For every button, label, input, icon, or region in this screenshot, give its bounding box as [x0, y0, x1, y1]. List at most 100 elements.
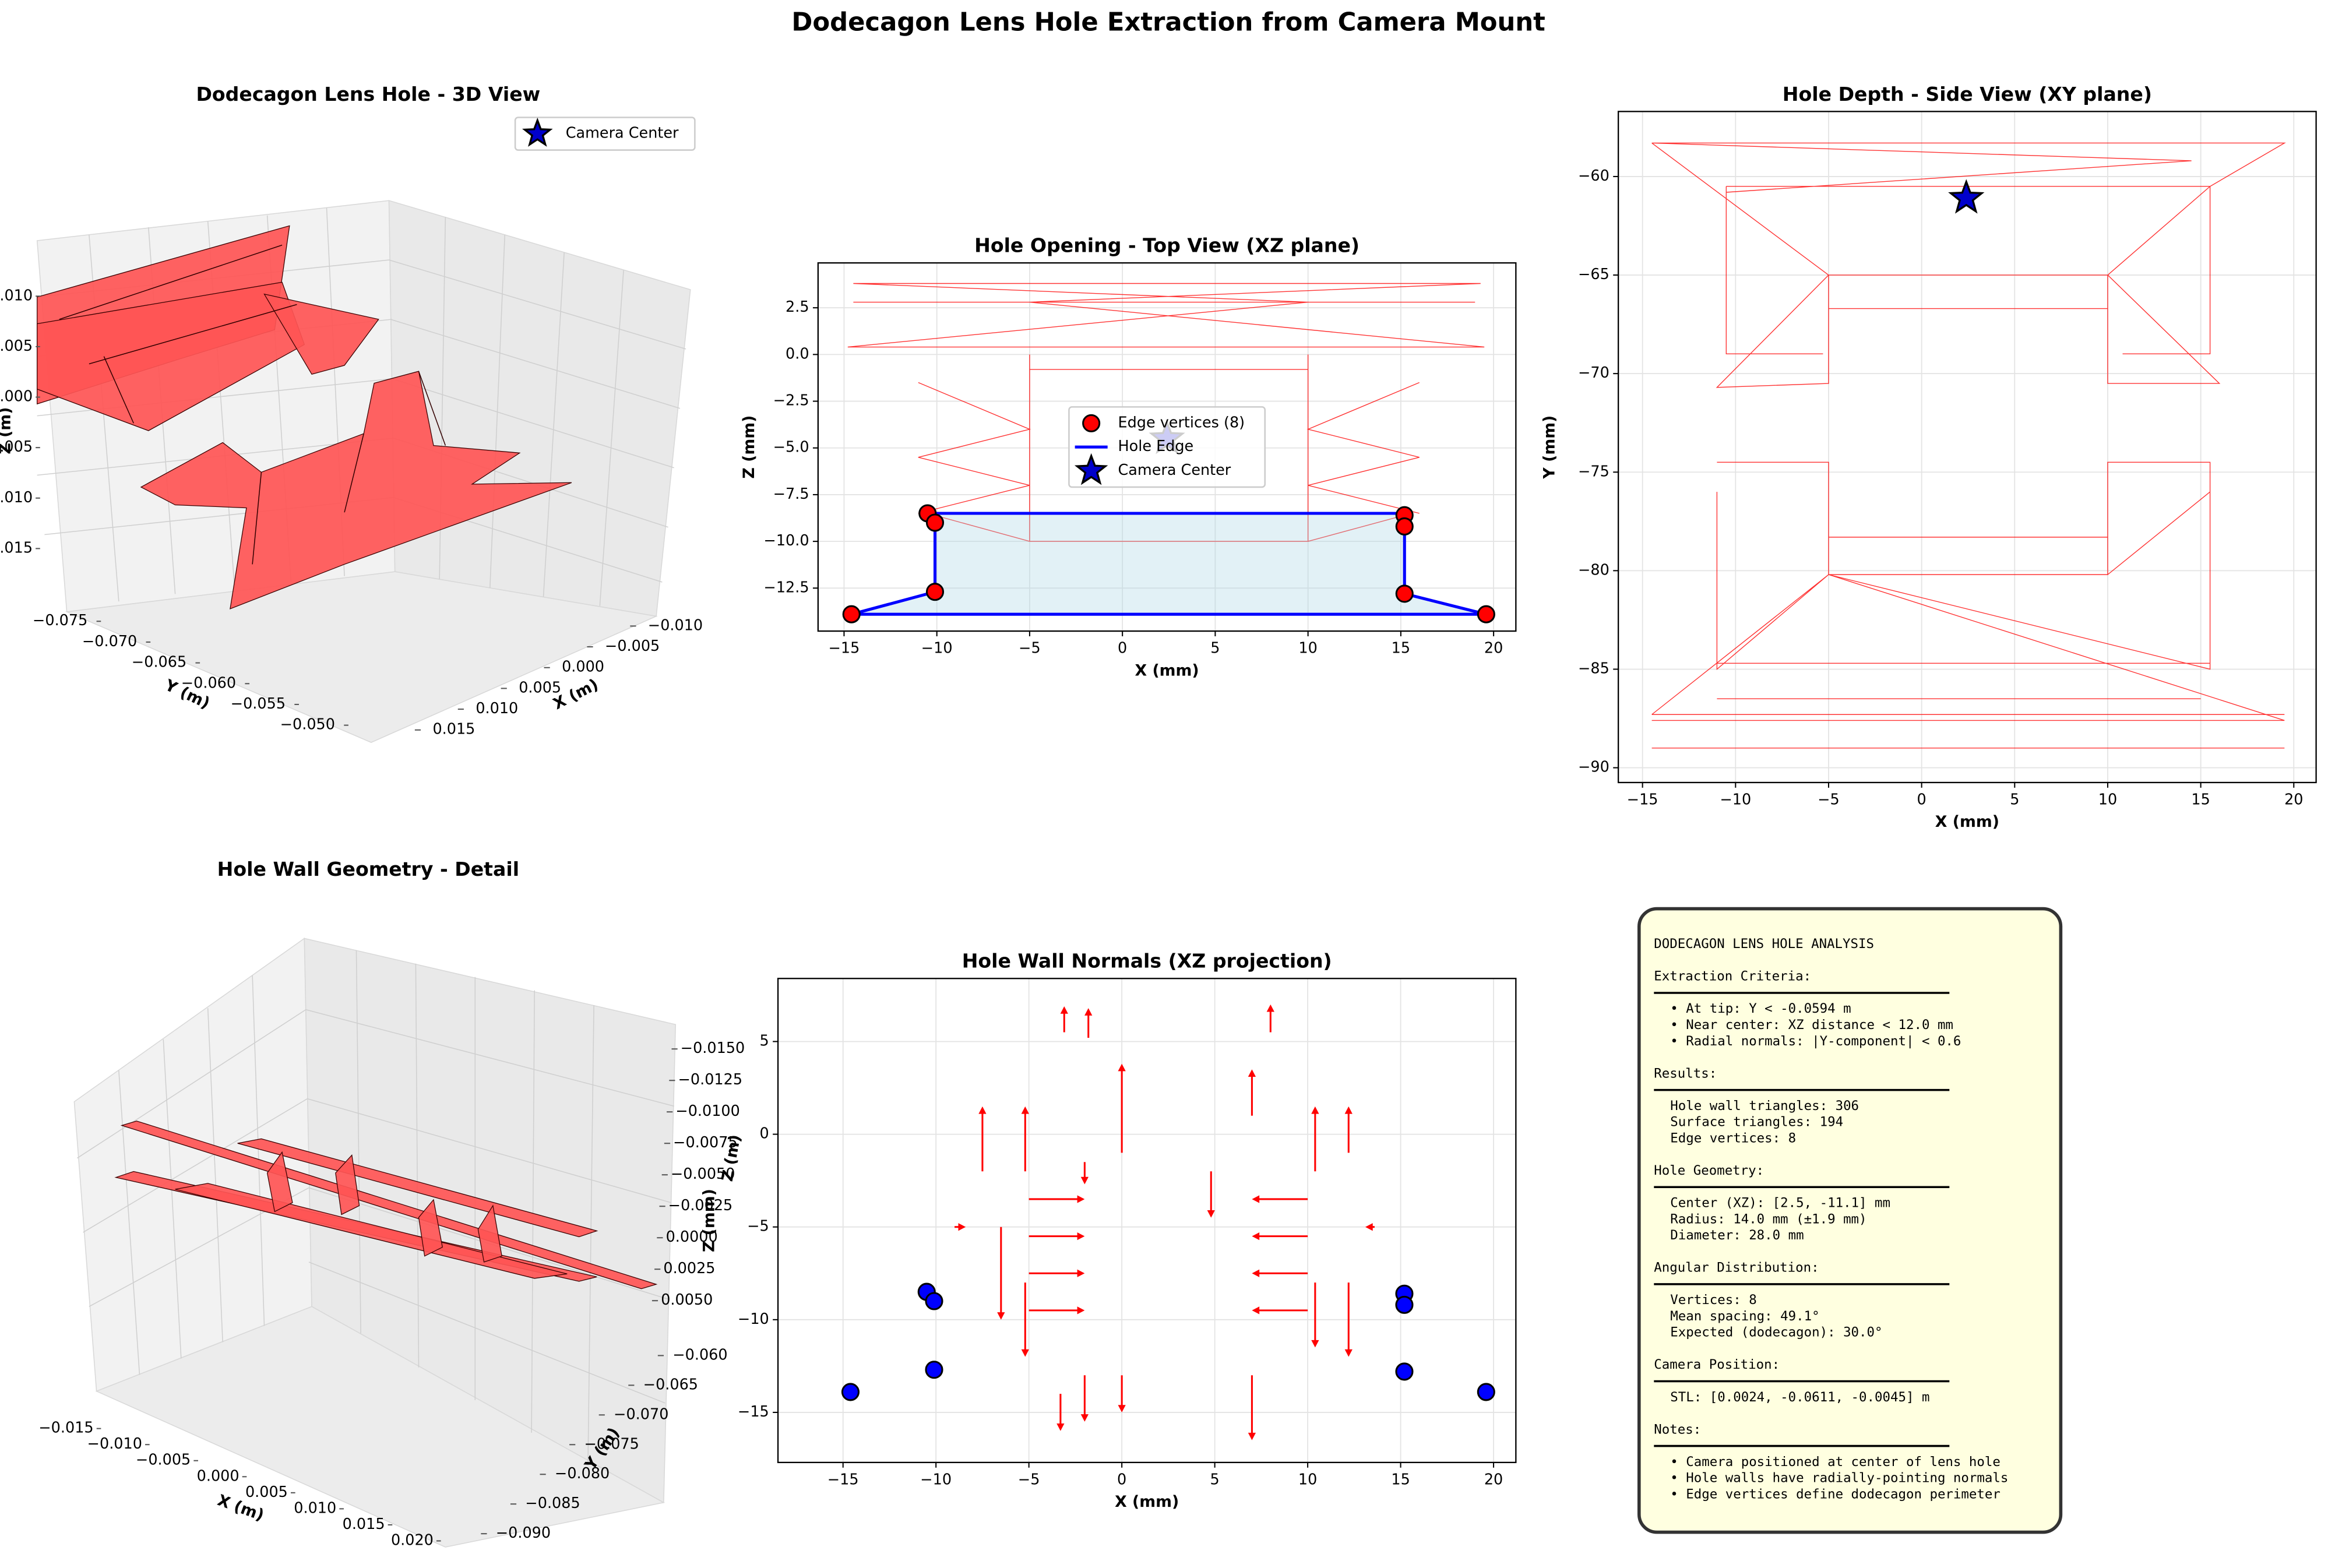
- section-heading: Extraction Criteria:: [1654, 969, 1811, 984]
- section-line: Diameter: 28.0 mm: [1670, 1228, 1804, 1243]
- x-tick-label: −15: [1627, 791, 1658, 809]
- mesh-face: [140, 371, 572, 609]
- arrow-head: [1344, 1106, 1353, 1114]
- mesh-face: [335, 1154, 360, 1215]
- point: [1395, 584, 1414, 603]
- arrow: [1080, 1162, 1089, 1185]
- plot-frame: [777, 978, 1517, 1464]
- legend-label: Camera Center: [1118, 461, 1231, 479]
- tick-label: −0.075: [33, 612, 87, 629]
- tick-label: −0.090: [496, 1524, 551, 1542]
- arrow: [1248, 1375, 1256, 1440]
- arrow: [1266, 1004, 1274, 1033]
- axes-title: Dodecagon Lens Hole - 3D View: [196, 83, 540, 105]
- plot-area: [1618, 111, 2316, 783]
- mesh-face: [37, 281, 305, 431]
- y-tick-label: −5: [747, 1218, 769, 1235]
- tick-label: −0.015: [0, 539, 33, 556]
- arrow: [1029, 1195, 1085, 1203]
- mesh-wire: [847, 283, 1485, 542]
- arrow: [1248, 1069, 1256, 1116]
- y-tick-label: −75: [1578, 463, 1609, 480]
- y-tick-label: −80: [1578, 561, 1609, 579]
- tick-label: −0.060: [672, 1346, 727, 1363]
- tick-label: 0.000: [197, 1467, 240, 1485]
- y-tick-label: −5.0: [773, 439, 809, 456]
- section-heading: Camera Position:: [1654, 1357, 1780, 1372]
- arrow-head: [1077, 1195, 1085, 1203]
- mesh-face: [237, 1138, 598, 1238]
- arrow-head: [1252, 1269, 1260, 1277]
- tick-label: 0.000: [0, 388, 33, 406]
- x-tick-label: 15: [2191, 791, 2210, 809]
- axes-3d-view: [36, 200, 691, 743]
- arrow: [1118, 1063, 1126, 1153]
- arrow-head: [1248, 1432, 1256, 1440]
- tick-label: −0.070: [614, 1405, 668, 1423]
- arrow-head: [1311, 1340, 1319, 1348]
- arrow: [1252, 1306, 1308, 1315]
- mesh-face: [418, 1199, 443, 1257]
- arrow-head: [1077, 1306, 1085, 1315]
- tick-label: −0.015: [38, 1419, 93, 1437]
- point: [1477, 605, 1495, 623]
- tick-label: −0.075: [584, 1435, 639, 1453]
- point: [925, 1292, 943, 1310]
- point: [841, 1383, 860, 1401]
- point: [925, 513, 945, 532]
- tick-label: 0.000: [562, 658, 604, 676]
- arrow-head: [958, 1223, 966, 1231]
- axes-title: Hole Wall Geometry - Detail: [217, 858, 519, 880]
- x-tick-label: 5: [1210, 640, 1220, 657]
- tick-label: −0.080: [555, 1465, 610, 1482]
- tick-label: 0.015: [343, 1516, 385, 1533]
- section-heading: Notes:: [1654, 1422, 1701, 1437]
- y-axis-label: Y (mm): [1540, 415, 1558, 480]
- tick-label: 0.020: [391, 1531, 434, 1549]
- y-tick-label: −15: [738, 1403, 769, 1421]
- arrow-head: [997, 1312, 1005, 1320]
- x-axis-label: X (mm): [1115, 1493, 1179, 1511]
- y-tick-label: −12.5: [764, 579, 809, 596]
- y-tick-label: −2.5: [773, 392, 809, 410]
- point: [925, 1361, 943, 1379]
- arrow: [1029, 1232, 1085, 1241]
- y-axis-label: Z (mm): [700, 1189, 718, 1252]
- tick-label: 0.010: [476, 700, 518, 717]
- axes-4: −15 −10 −5 0 5 10 15 20 −15 −10 −5 0 5 Hole Wall Norm…: [700, 950, 1517, 1511]
- arrow: [955, 1223, 966, 1231]
- arrow: [1344, 1106, 1353, 1153]
- tick-label: −0.070: [82, 633, 137, 650]
- analysis-box: [1637, 907, 2063, 1534]
- x-tick-label: 5: [1210, 1471, 1220, 1488]
- tick-label: 0.0025: [663, 1260, 715, 1277]
- section-line: STL: [0.0024, -0.0611, -0.0045] m: [1670, 1390, 1929, 1405]
- tick-label: −0.0075: [673, 1134, 737, 1151]
- axes-title: Hole Depth - Side View (XY plane): [1783, 83, 2152, 105]
- arrow: [1060, 1006, 1068, 1033]
- analysis-text: DODECAGON LENS HOLE ANALYSIS Extraction C…: [1654, 936, 2008, 1502]
- section-line: • Radial normals: |Y-component| < 0.6: [1670, 1034, 1961, 1049]
- y-tick-label: 2.5: [786, 298, 809, 316]
- axes-0: Dodecagon Lens Hole - 3D View −0.010 −0.00…: [0, 83, 703, 738]
- legend-box: [1068, 406, 1266, 488]
- section-heading: Results:: [1654, 1066, 1717, 1081]
- y-axis-label: Z (mm): [740, 415, 758, 479]
- star-marker: [1948, 179, 1985, 214]
- section-line: Radius: 14.0 mm (±1.9 mm): [1670, 1211, 1866, 1227]
- pane: [95, 1306, 665, 1548]
- axes-3: Hole Wall Geometry - Detail−0.015−0.010−…: [38, 858, 745, 1549]
- tick-label: −0.005: [0, 438, 33, 456]
- section-line: • Edge vertices define dodecagon perimet…: [1670, 1486, 2001, 1502]
- tick-label: −0.005: [136, 1451, 191, 1469]
- star-marker: [1074, 453, 1108, 485]
- tick-label: −0.010: [87, 1435, 142, 1453]
- section-line: Vertices: 8: [1670, 1292, 1756, 1308]
- figure-title: Dodecagon Lens Hole Extraction from Came…: [791, 8, 1545, 37]
- arrow-head: [1077, 1232, 1085, 1241]
- point: [1395, 1295, 1414, 1314]
- y-tick-label: −7.5: [773, 485, 809, 503]
- axes-1: −15 −10 −5 0 5 10 15 20 −12.5 −10.0 −7.5 −5.0 −2.5 0.…: [740, 234, 1517, 679]
- axis-label: Z (m): [0, 407, 15, 454]
- y-tick-label: 5: [760, 1032, 769, 1049]
